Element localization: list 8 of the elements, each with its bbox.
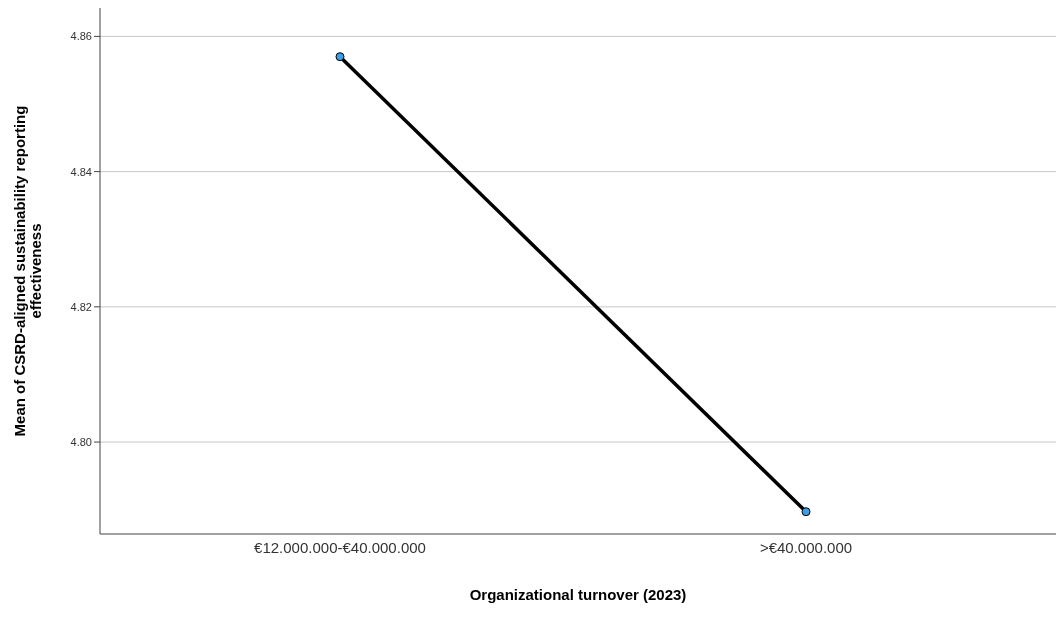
x-tick-label: €12.000.000-€40.000.000 xyxy=(254,538,426,556)
y-tick-label: 4.82 xyxy=(70,300,92,313)
y-tick-label: 4.86 xyxy=(70,30,92,43)
x-tick-label: >€40.000.000 xyxy=(759,538,853,556)
y-tick-label: 4.84 xyxy=(70,165,92,178)
y-axis-title: Mean of CSRD-aligned sustainability reporting effectiveness xyxy=(11,105,44,437)
y-tick-label: 4.80 xyxy=(70,435,92,448)
x-axis-title: Organizational turnover (2023) xyxy=(469,586,687,603)
